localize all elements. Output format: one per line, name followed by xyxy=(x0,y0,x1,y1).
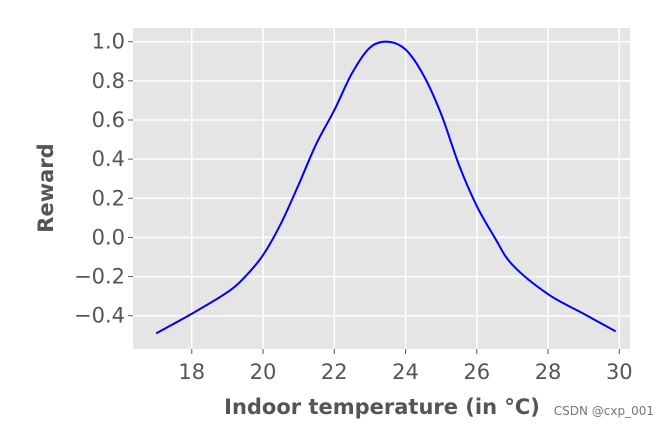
x-axis-ticks: 18 20 22 24 26 28 30 xyxy=(178,349,633,384)
x-tick-label: 30 xyxy=(606,360,633,384)
x-tick-label: 18 xyxy=(178,360,205,384)
x-axis-label: Indoor temperature (in °C) xyxy=(224,395,540,419)
y-tick-label: −0.2 xyxy=(74,265,125,289)
y-tick-label: 0.8 xyxy=(92,69,125,93)
x-tick-label: 28 xyxy=(535,360,562,384)
plot-area xyxy=(133,28,630,349)
y-tick-label: 0.4 xyxy=(92,147,125,171)
y-axis-ticks: 1.0 0.8 0.6 0.4 0.2 0.0 −0.2 −0.4 xyxy=(74,30,133,328)
y-tick-label: 0.6 xyxy=(92,108,125,132)
x-tick-label: 24 xyxy=(392,360,419,384)
grid xyxy=(133,28,630,349)
y-tick-label: 0.0 xyxy=(92,225,125,249)
y-axis-label: Reward xyxy=(34,143,58,232)
series-line xyxy=(155,40,617,335)
x-tick-label: 20 xyxy=(250,360,277,384)
x-tick-label: 26 xyxy=(463,360,490,384)
series-group xyxy=(155,40,617,335)
y-tick-label: 0.2 xyxy=(92,186,125,210)
x-tick-label: 22 xyxy=(321,360,348,384)
y-tick-label: −0.4 xyxy=(74,304,125,328)
y-tick-label: 1.0 xyxy=(92,30,125,54)
watermark: CSDN @cxp_001 xyxy=(554,404,654,418)
